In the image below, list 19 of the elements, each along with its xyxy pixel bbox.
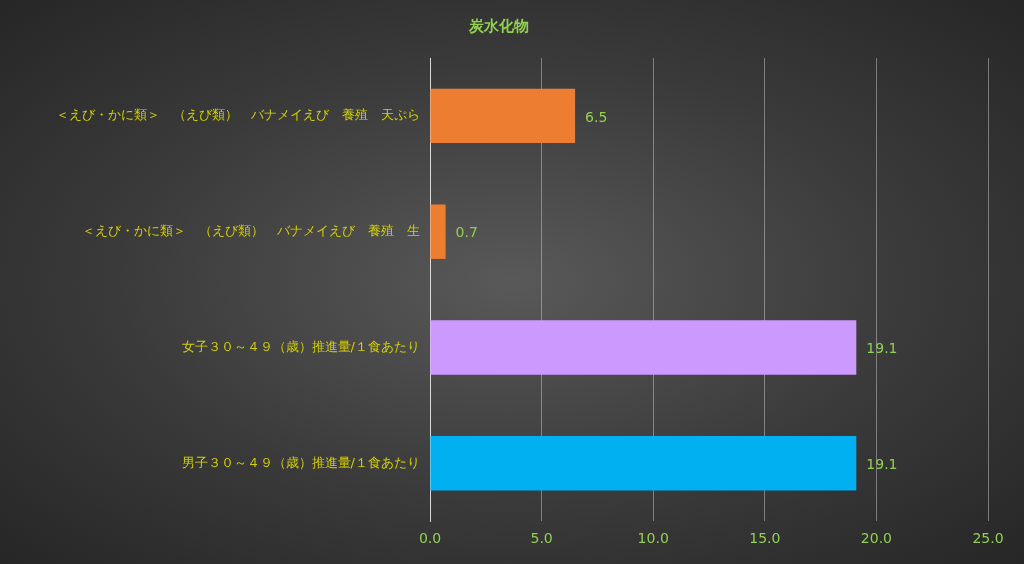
data-label: 19.1 [866, 455, 898, 472]
x-tick-label: 0.0 [418, 530, 442, 547]
y-tick-label: 男子３０～４９（歳）推進量/１食あたり [181, 454, 420, 470]
bar [430, 320, 857, 375]
data-label: 6.5 [585, 108, 608, 125]
data-label: 19.1 [866, 340, 898, 357]
y-tick-label: ＜えび・かに類＞ （えび類） バナメイえび 養殖 生 [82, 223, 420, 239]
bar [430, 204, 446, 259]
x-tick-label: 10.0 [637, 530, 669, 547]
chart-title: 炭水化物 [468, 16, 529, 35]
x-tick-label: 25.0 [972, 530, 1004, 547]
data-label: 0.7 [455, 224, 478, 241]
y-tick-label: 女子３０～４９（歳）推進量/１食あたり [181, 338, 420, 354]
bar [430, 436, 857, 491]
bar [430, 88, 576, 144]
x-tick-label: 5.0 [530, 530, 553, 547]
x-tick-label: 20.0 [860, 530, 892, 547]
x-tick-label: 15.0 [749, 530, 781, 547]
y-tick-label: ＜えび・かに類＞ （えび類） バナメイえび 養殖 天ぷら [56, 107, 420, 123]
